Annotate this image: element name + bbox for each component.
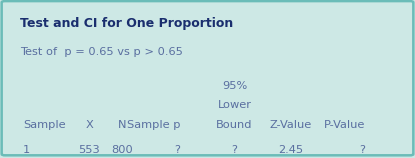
Text: ?: ?: [359, 145, 365, 155]
Text: Sample p: Sample p: [127, 120, 181, 130]
Text: Sample: Sample: [23, 120, 66, 130]
FancyBboxPatch shape: [2, 1, 413, 155]
Text: 2.45: 2.45: [278, 145, 303, 155]
Text: Test and CI for One Proportion: Test and CI for One Proportion: [20, 17, 233, 30]
Text: ?: ?: [175, 145, 181, 155]
Text: 800: 800: [112, 145, 133, 155]
Text: 553: 553: [78, 145, 100, 155]
Text: ?: ?: [232, 145, 237, 155]
Text: P-Value: P-Value: [324, 120, 365, 130]
Text: 1: 1: [23, 145, 30, 155]
Text: Test of  p = 0.65 vs p > 0.65: Test of p = 0.65 vs p > 0.65: [20, 47, 183, 57]
Text: Z-Value: Z-Value: [269, 120, 312, 130]
Text: X: X: [85, 120, 93, 130]
Text: Bound: Bound: [216, 120, 253, 130]
Text: Lower: Lower: [217, 100, 251, 109]
Text: N: N: [118, 120, 127, 130]
Text: 95%: 95%: [222, 81, 247, 91]
